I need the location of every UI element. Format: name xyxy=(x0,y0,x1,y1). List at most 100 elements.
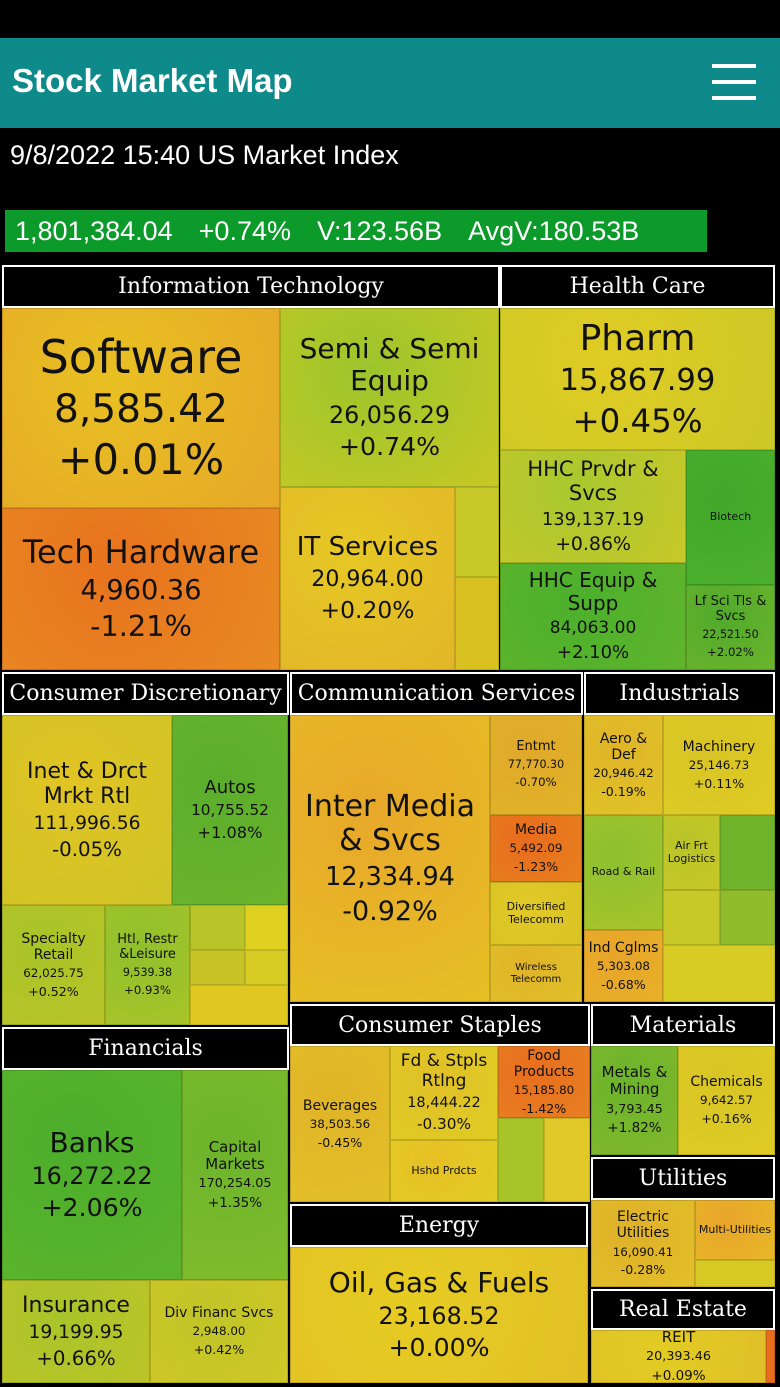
industry-tile[interactable]: Autos 10,755.52 +1.08% xyxy=(172,715,288,905)
industry-change: +0.16% xyxy=(701,1111,752,1127)
industry-change: +0.00% xyxy=(388,1333,490,1363)
industry-change: -0.19% xyxy=(601,783,646,799)
industry-label: Capital Markets xyxy=(205,1137,265,1173)
industry-tile[interactable]: Chemicals 9,642.57 +0.16% xyxy=(678,1046,775,1155)
industry-change: +1.82% xyxy=(607,1120,662,1137)
industry-value: 20,964.00 xyxy=(311,566,424,593)
industry-tile[interactable]: Entmt 77,770.30 -0.70% xyxy=(490,715,582,815)
menu-button[interactable] xyxy=(712,64,756,112)
sector-header[interactable]: Materials xyxy=(591,1004,775,1046)
industry-change: +0.09% xyxy=(651,1367,706,1383)
industry-value: 19,199.95 xyxy=(28,1322,124,1344)
industry-tile[interactable]: Capital Markets 170,254.05 +1.35% xyxy=(182,1070,288,1280)
industry-tile[interactable]: IT Services 20,964.00 +0.20% xyxy=(280,487,455,670)
industry-value: 12,334.94 xyxy=(325,861,455,892)
industry-label: Air Frt Logistics xyxy=(667,838,716,865)
industry-change: -1.23% xyxy=(513,859,559,875)
sector-header[interactable]: Energy xyxy=(290,1204,588,1247)
industry-label: Pharm xyxy=(579,318,696,360)
industry-tile[interactable]: Ind Cglms 5,303.08 -0.68% xyxy=(584,930,663,1002)
filler-tile xyxy=(190,985,288,1025)
sector-header[interactable]: Industrials xyxy=(584,672,775,715)
industry-tile[interactable]: Oil, Gas & Fuels 23,168.52 +0.00% xyxy=(290,1247,588,1383)
industry-change: +0.74% xyxy=(338,431,441,461)
industry-tile[interactable]: Diversified Telecomm xyxy=(490,882,582,945)
industry-tile[interactable]: Inter Media & Svcs 12,334.94 -0.92% xyxy=(290,715,490,1002)
industry-tile[interactable]: Insurance 19,199.95 +0.66% xyxy=(2,1280,150,1383)
industry-value: 111,996.56 xyxy=(33,813,141,835)
industry-value: 9,539.38 xyxy=(122,965,173,979)
index-title: 9/8/2022 15:40 US Market Index xyxy=(10,140,399,170)
index-stats: 1,801,384.04 +0.74% V:123.56B AvgV:180.5… xyxy=(5,210,707,252)
industry-tile[interactable]: HHC Equip & Supp 84,063.00 +2.10% xyxy=(500,563,686,670)
sector-header[interactable]: Financials xyxy=(2,1027,289,1070)
industry-change: +0.66% xyxy=(36,1346,116,1370)
industry-tile[interactable]: Software 8,585.42 +0.01% xyxy=(2,308,280,508)
industry-change: +1.08% xyxy=(197,822,263,842)
industry-tile[interactable]: Wireless Telecomm xyxy=(490,945,582,1002)
industry-value: 20,393.46 xyxy=(646,1349,711,1365)
industry-tile[interactable]: HHC Prvdr & Svcs 139,137.19 +0.86% xyxy=(500,450,686,563)
industry-change: +2.06% xyxy=(41,1193,143,1223)
filler-tile xyxy=(720,815,775,890)
industry-tile[interactable]: Machinery 25,146.73 +0.11% xyxy=(663,715,775,815)
industry-tile[interactable]: Road & Rail xyxy=(584,815,663,930)
industry-value: 139,137.19 xyxy=(541,508,645,530)
index-value: 1,801,384.04 xyxy=(15,215,173,246)
industry-change: +0.11% xyxy=(693,775,745,791)
sector-header[interactable]: Utilities xyxy=(591,1157,775,1200)
industry-tile[interactable]: Semi & Semi Equip 26,056.29 +0.74% xyxy=(280,308,499,487)
industry-value: 8,585.42 xyxy=(53,387,229,433)
sector-header[interactable]: Communication Services xyxy=(290,672,583,715)
industry-change: +0.42% xyxy=(193,1342,245,1358)
industry-tile[interactable]: Food Products 15,185.80 -1.42% xyxy=(498,1046,590,1118)
industry-change: -1.21% xyxy=(90,609,192,644)
industry-change: -0.30% xyxy=(416,1115,472,1134)
filler-tile xyxy=(663,890,720,945)
sector-header[interactable]: Consumer Discretionary xyxy=(2,672,289,715)
industry-label: Food Products xyxy=(513,1047,575,1080)
industry-change: -0.68% xyxy=(601,976,646,992)
industry-tile[interactable]: Media 5,492.09 -1.23% xyxy=(490,815,582,882)
industry-change: +0.01% xyxy=(57,436,225,485)
sector-header[interactable]: Consumer Staples xyxy=(290,1004,590,1046)
filler-tile xyxy=(663,945,775,1002)
industry-tile[interactable]: Air Frt Logistics xyxy=(663,815,720,890)
industry-label: Banks xyxy=(49,1125,135,1159)
industry-value: 18,444.22 xyxy=(407,1095,481,1112)
industry-tile[interactable]: Specialty Retail 62,025.75 +0.52% xyxy=(2,905,105,1025)
filler-tile xyxy=(455,577,499,670)
sector-header[interactable]: Health Care xyxy=(500,265,775,308)
filler-tile xyxy=(720,890,775,945)
industry-tile[interactable]: Biotech xyxy=(686,450,775,585)
industry-tile[interactable]: REIT 20,393.46 +0.09% xyxy=(591,1330,766,1383)
industry-tile[interactable]: Multi-Utilities xyxy=(695,1200,775,1260)
industry-tile[interactable]: Lf Sci Tls & Svcs 22,521.50 +2.02% xyxy=(686,585,775,670)
industry-label: Multi-Utilities xyxy=(698,1222,772,1236)
sector-header[interactable]: Information Technology xyxy=(2,265,500,308)
industry-tile[interactable]: Hshd Prdcts xyxy=(390,1140,498,1202)
industry-tile[interactable]: Banks 16,272.22 +2.06% xyxy=(2,1070,182,1280)
industry-value: 5,492.09 xyxy=(509,841,563,856)
industry-tile[interactable]: Electric Utilities 16,090.41 -0.28% xyxy=(591,1200,695,1287)
industry-tile[interactable]: Div Financ Svcs 2,948.00 +0.42% xyxy=(150,1280,288,1383)
filler-tile xyxy=(190,905,245,950)
industry-value: 77,770.30 xyxy=(507,758,565,772)
industry-value: 10,755.52 xyxy=(191,801,269,820)
industry-tile[interactable]: Metals & Mining 3,793.45 +1.82% xyxy=(591,1046,678,1155)
industry-value: 16,272.22 xyxy=(31,1161,153,1190)
industry-tile[interactable]: Tech Hardware 4,960.36 -1.21% xyxy=(2,508,280,670)
industry-tile[interactable]: Beverages 38,503.56 -0.45% xyxy=(290,1046,390,1202)
industry-tile[interactable]: Inet & Drct Mrkt Rtl 111,996.56 -0.05% xyxy=(2,715,172,905)
industry-tile[interactable]: Fd & Stpls Rtlng 18,444.22 -0.30% xyxy=(390,1046,498,1140)
industry-label: Chemicals xyxy=(690,1074,763,1091)
industry-label: Diversified Telecomm xyxy=(506,899,566,926)
industry-label: Hshd Prdcts xyxy=(411,1163,477,1177)
industry-tile[interactable]: Pharm 15,867.99 +0.45% xyxy=(500,308,775,450)
industry-label: Specialty Retail xyxy=(21,930,86,963)
industry-change: +2.10% xyxy=(556,641,630,663)
industry-tile[interactable]: Htl, Restr &Leisure 9,539.38 +0.93% xyxy=(105,905,190,1025)
industry-tile[interactable]: Aero & Def 20,946.42 -0.19% xyxy=(584,715,663,815)
sector-header[interactable]: Real Estate xyxy=(591,1289,775,1330)
filler-tile xyxy=(695,1260,775,1287)
